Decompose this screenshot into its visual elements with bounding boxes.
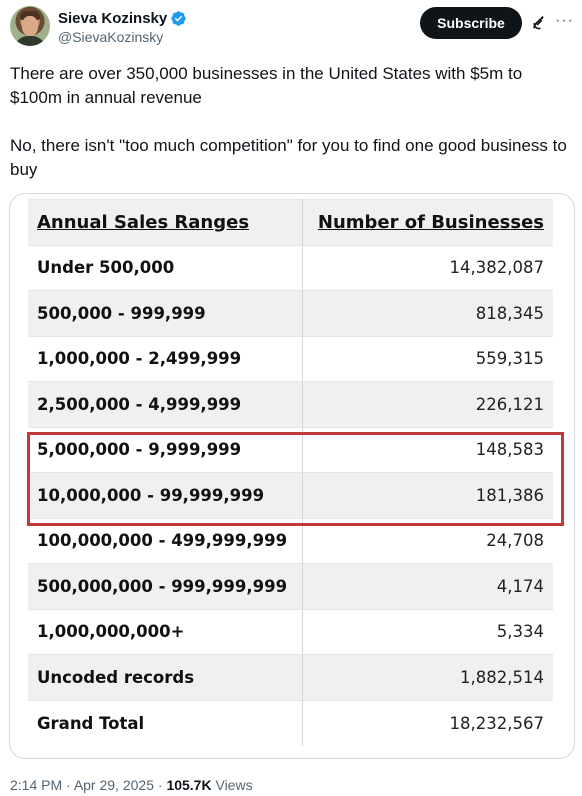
sales-range-cell: 2,500,000 - 4,999,999: [28, 381, 304, 427]
sales-range-cell: 5,000,000 - 9,999,999: [28, 427, 304, 473]
table-row: 1,000,000,000+ 5,334: [28, 609, 553, 655]
business-count-cell: 18,232,567: [449, 713, 544, 733]
author-name[interactable]: Sieva Kozinsky: [58, 9, 168, 27]
sales-range-cell: 1,000,000 - 2,499,999: [28, 336, 304, 382]
table-row: 500,000,000 - 999,999,999 4,174: [28, 563, 553, 609]
business-count-cell: 818,345: [475, 303, 544, 323]
business-count-cell: 559,315: [475, 349, 544, 369]
sales-range-cell: 500,000,000 - 999,999,999: [28, 563, 304, 609]
verified-badge-icon: [171, 10, 186, 26]
table-row: 100,000,000 - 499,999,999 24,708: [28, 518, 553, 564]
table-row: 2,500,000 - 4,999,999 226,121: [28, 381, 553, 427]
business-count-cell: 14,382,087: [449, 258, 544, 278]
sales-range-cell: Under 500,000: [28, 245, 304, 291]
table-row: 500,000 - 999,999 818,345: [28, 290, 553, 336]
author-block: Sieva Kozinsky @SievaKozinsky: [58, 8, 187, 45]
table-row: 10,000,000 - 99,999,999 181,386: [28, 472, 553, 518]
sales-range-cell: 10,000,000 - 99,999,999: [28, 472, 304, 518]
more-icon[interactable]: ···: [555, 12, 574, 29]
tweet-image[interactable]: Annual Sales Ranges Number of Businesses…: [9, 193, 575, 759]
table-row: Under 500,000 14,382,087: [28, 245, 553, 291]
sales-range-cell: Uncoded records: [28, 654, 304, 700]
tweet-time[interactable]: 2:14 PM: [10, 777, 63, 793]
column-header-sales-range: Annual Sales Ranges: [28, 199, 304, 245]
sales-range-cell: 1,000,000,000+: [28, 609, 304, 655]
grok-icon[interactable]: [530, 14, 548, 32]
business-count-cell: 181,386: [475, 485, 544, 505]
business-count-cell: 1,882,514: [460, 667, 544, 687]
table-row: 5,000,000 - 9,999,999 148,583: [28, 427, 553, 473]
views-label: Views: [211, 777, 253, 793]
table-row: Uncoded records 1,882,514: [28, 654, 553, 700]
sales-table: Annual Sales Ranges Number of Businesses…: [28, 199, 553, 746]
tweet-text: There are over 350,000 businesses in the…: [10, 62, 576, 182]
table-row: 1,000,000 - 2,499,999 559,315: [28, 336, 553, 382]
tweet-meta: 2:14 PM · Apr 29, 2025 · 105.7K Views: [10, 777, 253, 793]
business-count-cell: 24,708: [486, 531, 544, 551]
separator: ·: [62, 777, 74, 793]
business-count-cell: 4,174: [496, 576, 544, 596]
author-handle[interactable]: @SievaKozinsky: [58, 29, 164, 45]
tweet-line: There are over 350,000 businesses in the…: [10, 64, 523, 107]
sales-range-cell: 500,000 - 999,999: [28, 290, 304, 336]
business-count-cell: 148,583: [475, 440, 544, 460]
column-header-business-count: Number of Businesses: [317, 211, 544, 233]
business-count-cell: 5,334: [496, 622, 544, 642]
avatar[interactable]: [10, 6, 50, 46]
views-count: 105.7K: [166, 777, 212, 793]
sales-range-cell: 100,000,000 - 499,999,999: [28, 518, 304, 564]
separator: ·: [153, 777, 167, 793]
tweet-date[interactable]: Apr 29, 2025: [73, 777, 154, 793]
tweet-line: No, there isn't "too much competition" f…: [10, 136, 567, 179]
table-row-grand-total: Grand Total 18,232,567: [28, 700, 553, 746]
business-count-cell: 226,121: [475, 394, 544, 414]
tweet-header: Sieva Kozinsky @SievaKozinsky Subscribe …: [10, 6, 574, 50]
subscribe-button[interactable]: Subscribe: [420, 7, 522, 39]
sales-range-cell: Grand Total: [28, 700, 304, 746]
